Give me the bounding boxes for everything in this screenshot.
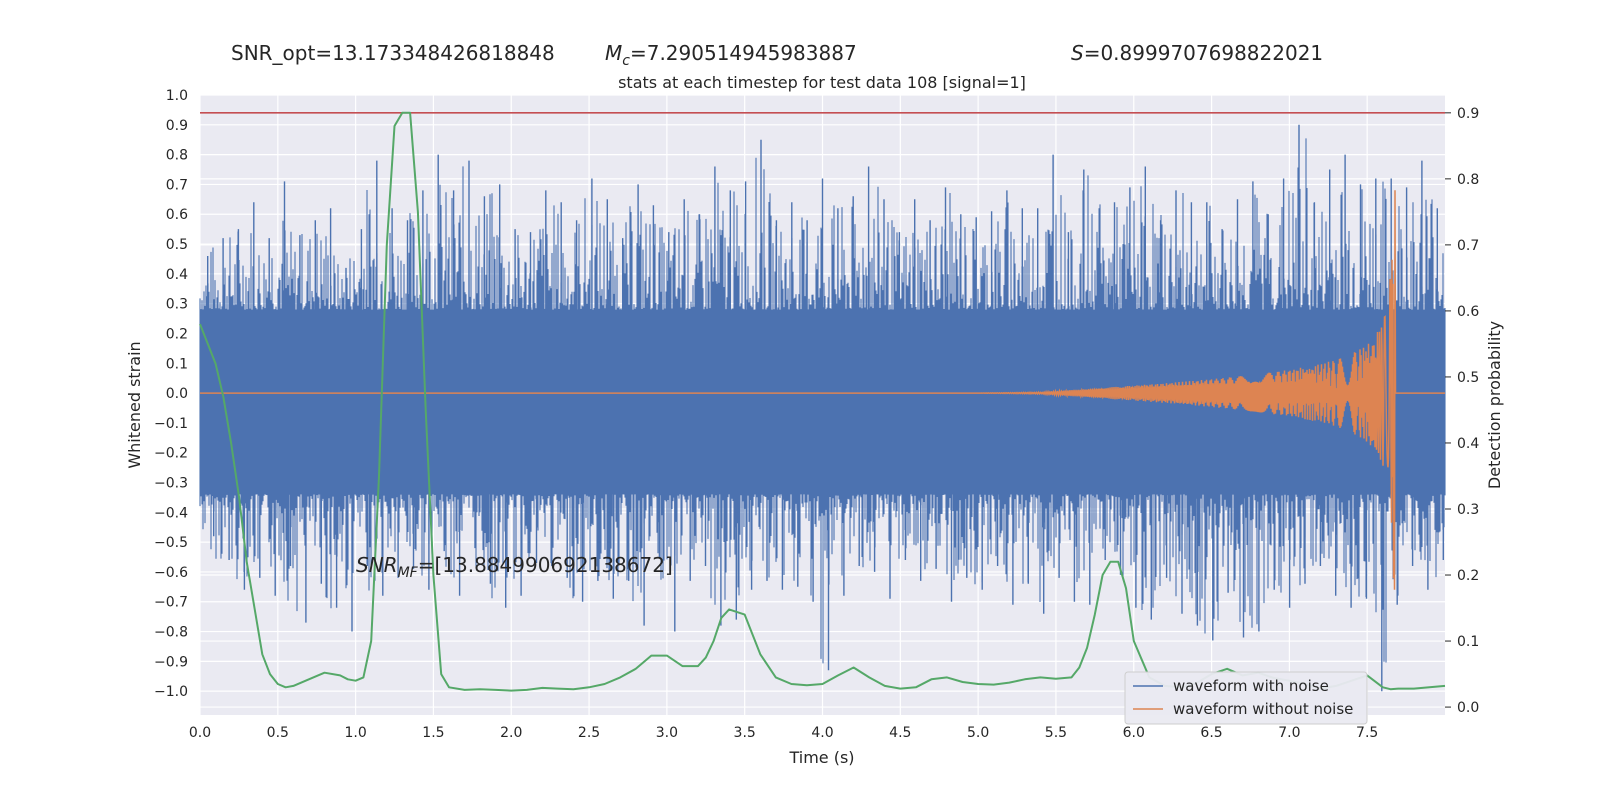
chirp-mass-symbol: M: [605, 41, 622, 65]
y-tick-label: −0.4: [154, 505, 188, 521]
noise-waveform-peaks: [207, 124, 1444, 692]
y2-tick-label: 0.8: [1457, 172, 1479, 188]
x-tick-label: 5.0: [967, 725, 989, 741]
snr-mf-annotation: SNRMF=[13.884990692138672]: [356, 553, 673, 581]
snr-mf-subscript: MF: [398, 565, 419, 581]
x-tick-label: 1.0: [344, 725, 366, 741]
tick-labels: 0.0 0.5 1.0 1.5 2.0 2.5 3.0 3.5 4.0 4.5 5.0 5.5 6.0 6…: [154, 88, 1479, 741]
chirp-mass-value: =7.290514945983887: [630, 41, 857, 65]
clean-waveform-layer: [200, 190, 1445, 590]
y2-tick-label: 0.4: [1457, 436, 1479, 452]
y2-tick-label: 0.5: [1457, 370, 1479, 386]
y-tick-label: −0.8: [154, 625, 188, 641]
y-tick-label: 0.6: [166, 207, 188, 223]
y-tick-label: 0.7: [166, 177, 188, 193]
x-tick-label: 2.0: [500, 725, 522, 741]
y-tick-label: 0.2: [166, 326, 188, 342]
x-tick-label: 7.0: [1278, 725, 1300, 741]
x-tick-label: 4.0: [811, 725, 833, 741]
y-tick-label: −0.5: [154, 535, 188, 551]
y2-tick-label: 0.2: [1457, 568, 1479, 584]
y-tick-label: −1.0: [154, 684, 188, 700]
x-tick-label: 1.5: [422, 725, 444, 741]
y-tick-label: 0.5: [166, 237, 188, 253]
y-tick-label: 0.8: [166, 148, 188, 164]
x-tick-label: 4.5: [889, 725, 911, 741]
y-tick-label: −0.1: [154, 416, 188, 432]
chirp-mass-annotation: Mc=7.290514945983887: [605, 41, 857, 69]
x-tick-label: 3.5: [734, 725, 756, 741]
snr-mf-value: =[13.884990692138672]: [418, 553, 673, 577]
spin-value: =0.8999707698822021: [1084, 41, 1323, 65]
snr-opt-annotation: SNR_opt=13.173348426818848: [231, 41, 555, 65]
y2-axis-label: Detection probability: [1485, 321, 1504, 489]
y-tick-label: −0.2: [154, 446, 188, 462]
y2-tick-label: 0.0: [1457, 700, 1479, 716]
legend-label-clean: waveform without noise: [1173, 700, 1353, 718]
y-tick-label: 1.0: [166, 88, 188, 104]
x-tick-label: 6.5: [1200, 725, 1222, 741]
x-axis-label: Time (s): [788, 748, 854, 767]
x-tick-label: 3.0: [656, 725, 678, 741]
legend-label-noise: waveform with noise: [1173, 677, 1329, 695]
y-tick-label: −0.7: [154, 595, 188, 611]
x-tick-label: 6.0: [1123, 725, 1145, 741]
y-tick-label: 0.0: [166, 386, 188, 402]
legend: waveform with noise waveform without noi…: [1124, 671, 1368, 725]
noise-waveform-layer: [199, 124, 1446, 692]
y2-tick-label: 0.6: [1457, 304, 1479, 320]
y2-tick-label: 0.1: [1457, 634, 1479, 650]
y-tick-label: 0.4: [166, 267, 188, 283]
chart-title: stats at each timestep for test data 108…: [618, 73, 1026, 92]
x-tick-label: 0.0: [189, 725, 211, 741]
y-tick-label: 0.1: [166, 356, 188, 372]
y-axis-label: Whitened strain: [125, 341, 144, 468]
x-tick-label: 7.5: [1356, 725, 1378, 741]
spin-symbol: S: [1071, 41, 1084, 65]
x-tick-label: 2.5: [578, 725, 600, 741]
y2-tick-label: 0.7: [1457, 238, 1479, 254]
y2-tick-label: 0.9: [1457, 106, 1479, 122]
y2-tick-label: 0.3: [1457, 502, 1479, 518]
clean-waveform-line: [200, 190, 1445, 590]
y-tick-label: −0.6: [154, 565, 188, 581]
x-tick-label: 0.5: [267, 725, 289, 741]
chirp-mass-subscript: c: [622, 53, 630, 69]
x-tick-label: 5.5: [1045, 725, 1067, 741]
snr-mf-symbol: SNR: [356, 553, 398, 577]
y-tick-label: −0.3: [154, 476, 188, 492]
y-tick-label: 0.9: [166, 118, 188, 134]
y-tick-label: −0.9: [154, 654, 188, 670]
y-tick-label: 0.3: [166, 297, 188, 313]
legend-box: [1124, 671, 1368, 725]
spin-annotation: S=0.8999707698822021: [1071, 41, 1323, 65]
